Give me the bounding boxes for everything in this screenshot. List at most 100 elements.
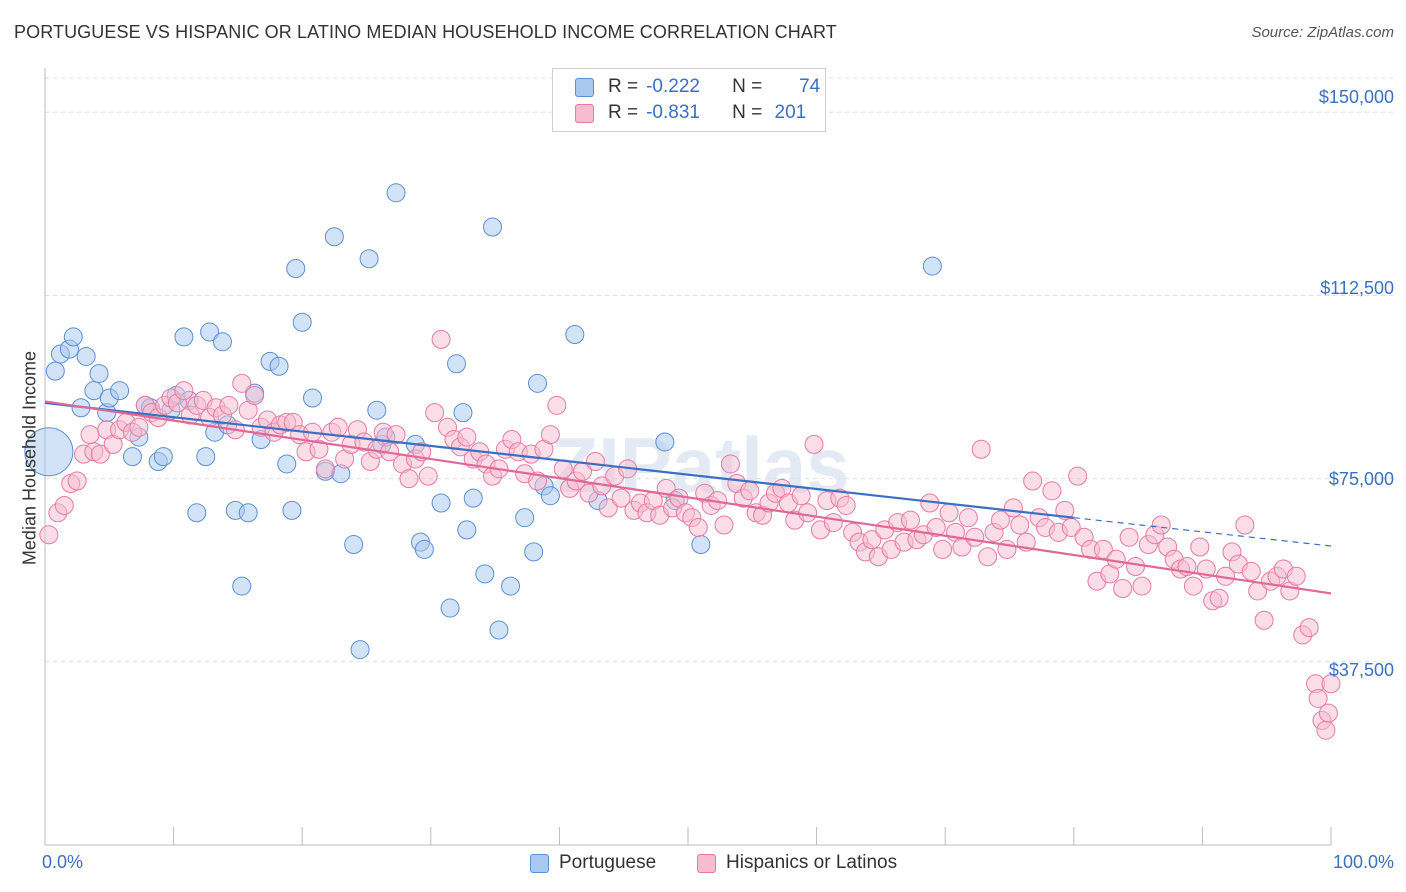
hispanic-point: [958, 508, 978, 528]
portuguese-point: [655, 432, 675, 452]
hispanic-point: [823, 513, 843, 533]
y-tick-label: $37,500: [1328, 660, 1394, 680]
legend-r-label: R =: [608, 76, 639, 97]
hispanic-point: [926, 517, 946, 537]
portuguese-point: [515, 508, 535, 528]
portuguese-point: [122, 447, 142, 467]
chart-title: PORTUGUESE VS HISPANIC OR LATINO MEDIAN …: [14, 22, 837, 42]
source-label: Source: ZipAtlas.com: [1251, 24, 1394, 41]
hispanic-point: [547, 395, 567, 415]
hispanic-point: [431, 329, 451, 349]
hispanic-point: [39, 525, 59, 545]
portuguese-point: [196, 447, 216, 467]
portuguese-point: [524, 542, 544, 562]
hispanic-point: [720, 454, 740, 474]
portuguese-point: [453, 403, 473, 423]
portuguese-point: [110, 381, 130, 401]
hispanic-point: [315, 459, 335, 479]
bottom-legend-hispanic: Hispanics or Latinos: [697, 852, 897, 874]
hispanic-point: [740, 481, 760, 501]
hispanic-point: [54, 495, 74, 515]
portuguese-point: [89, 364, 109, 384]
portuguese-point: [501, 576, 521, 596]
hispanic-point: [232, 373, 252, 393]
hispanic-point: [933, 539, 953, 559]
hispanic-point: [1106, 549, 1126, 569]
legend-label-portuguese: Portuguese: [559, 852, 657, 873]
portuguese-point: [174, 327, 194, 347]
portuguese-point: [367, 400, 387, 420]
portuguese-point: [483, 217, 503, 237]
hispanic-point: [791, 486, 811, 506]
portuguese-point: [457, 520, 477, 540]
legend-r-label: R =: [608, 102, 639, 123]
legend-swatch-portuguese: [575, 77, 594, 97]
hispanic-trendline: [44, 400, 1332, 595]
portuguese-point: [232, 576, 252, 596]
hispanic-point: [457, 427, 477, 447]
portuguese-point: [540, 486, 560, 506]
hispanic-point: [67, 471, 87, 491]
portuguese-point: [447, 354, 467, 374]
hispanic-point: [399, 469, 419, 489]
y-tick-label: $112,500: [1320, 278, 1394, 298]
hispanic-point: [900, 510, 920, 530]
hispanic-point: [1126, 557, 1146, 577]
portuguese-point: [200, 322, 220, 342]
portuguese-point: [350, 640, 370, 660]
hispanic-point: [598, 498, 618, 518]
hispanic-point: [862, 530, 882, 550]
bottom-legend-portuguese: Portuguese: [530, 852, 656, 874]
hispanic-point: [1055, 500, 1075, 520]
hispanic-point: [1286, 566, 1306, 586]
hispanic-point: [1299, 618, 1319, 638]
hispanic-point: [1010, 515, 1030, 535]
hispanic-point: [714, 515, 734, 535]
hispanic-point: [1119, 527, 1139, 547]
portuguese-point: [45, 361, 65, 381]
portuguese-point: [359, 249, 379, 269]
hispanic-point: [688, 517, 708, 537]
stats-legend: R = -0.222 N = 74 R = -0.831 N = 201: [552, 68, 826, 132]
hispanic-point: [129, 417, 149, 437]
portuguese-point: [76, 346, 96, 366]
hispanic-point: [309, 439, 329, 459]
x-tick-label: 0.0%: [42, 852, 84, 872]
portuguese-point: [238, 503, 258, 523]
hispanic-point: [990, 510, 1010, 530]
hispanic-point: [245, 386, 265, 406]
hispanic-point: [386, 425, 406, 445]
legend-swatch-portuguese: [530, 853, 549, 873]
hispanic-point: [328, 417, 348, 437]
portuguese-trendline: [44, 401, 1074, 519]
portuguese-point: [292, 312, 312, 332]
portuguese-point: [302, 388, 322, 408]
hispanic-point: [1023, 471, 1043, 491]
x-tick-label: 100.0%: [1332, 852, 1394, 872]
portuguese-point: [153, 447, 173, 467]
hispanic-point: [965, 527, 985, 547]
hispanic-point: [804, 434, 824, 454]
hispanic-point: [1209, 588, 1229, 608]
hispanic-point: [1113, 579, 1133, 599]
hispanic-point: [1235, 515, 1255, 535]
hispanic-point: [1321, 674, 1341, 694]
portuguese-point: [386, 183, 406, 203]
hispanic-point: [418, 466, 438, 486]
portuguese-point: [84, 381, 104, 401]
portuguese-point: [463, 488, 483, 508]
hispanic-point: [80, 425, 100, 445]
hispanic-point: [971, 439, 991, 459]
legend-n-value: 74: [799, 76, 821, 97]
legend-n-value: 201: [774, 102, 807, 123]
hispanic-point: [1241, 561, 1261, 581]
y-axis-label: Median Household Income: [19, 350, 40, 566]
portuguese-point: [324, 227, 344, 247]
portuguese-point: [277, 454, 297, 474]
legend-r-value: -0.831: [646, 102, 700, 123]
y-tick-label: $75,000: [1328, 469, 1394, 489]
portuguese-point: [269, 356, 289, 376]
portuguese-point: [431, 493, 451, 513]
hispanic-point: [1132, 576, 1152, 596]
